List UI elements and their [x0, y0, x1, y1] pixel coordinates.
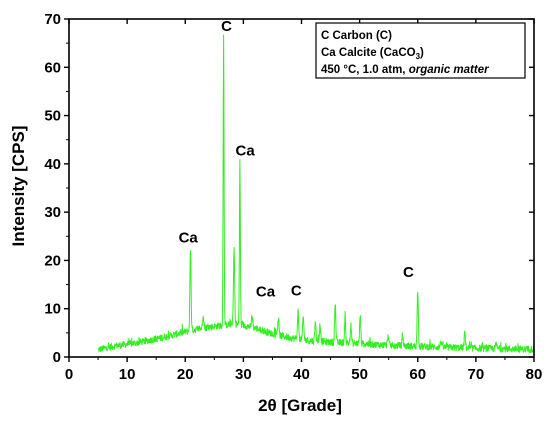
- y-tick-label: 60: [44, 59, 61, 76]
- y-tick-label: 30: [44, 204, 61, 221]
- x-tick-label: 30: [235, 366, 252, 383]
- x-axis-title: 2θ [Grade]: [258, 396, 342, 415]
- y-tick-label: 50: [44, 108, 61, 125]
- axes-layer: 0 10 20 30 40 50 60 70 80 0 10 20 30 40 50 60 70: [44, 11, 542, 383]
- x-tick-label: 70: [468, 366, 485, 383]
- legend-entry-conditions: 450 °C, 1.0 atm, organic matter: [321, 64, 489, 76]
- legend-calcite-subscript: 3: [416, 52, 421, 61]
- y-tick-label: 40: [44, 156, 61, 173]
- legend-conditions-italic: organic matter: [409, 64, 489, 76]
- legend-box: C Carbon (C) Ca Calcite (CaCO3) 450 °C, …: [315, 22, 526, 79]
- peak-label-carbon: C: [291, 283, 302, 300]
- x-tick-label: 40: [293, 366, 310, 383]
- legend-frame: [315, 22, 526, 79]
- x-tick-label: 0: [65, 366, 73, 383]
- legend-conditions-main: 450 °C, 1.0 atm,: [321, 64, 409, 76]
- peak-label-carbon: C: [403, 264, 414, 281]
- peak-label-carbon: C: [221, 18, 232, 35]
- xrd-pattern-line: [97, 34, 535, 354]
- x-tick-label: 10: [119, 366, 136, 383]
- peak-label-calcite: Ca: [256, 284, 276, 301]
- peak-label-calcite: Ca: [236, 143, 256, 160]
- legend-entry-carbon: C Carbon (C): [321, 30, 392, 42]
- y-tick-label: 20: [44, 252, 61, 269]
- x-tick-label: 50: [351, 366, 368, 383]
- x-tick-label: 20: [177, 366, 194, 383]
- legend-entry-calcite: Ca Calcite (CaCO3): [321, 47, 424, 61]
- plot-layer: [97, 34, 535, 354]
- peak-label-calcite: Ca: [179, 230, 199, 247]
- y-tick-label: 70: [44, 11, 61, 28]
- x-tick-label: 60: [409, 366, 426, 383]
- x-tick-label: 80: [526, 366, 543, 383]
- y-tick-label: 0: [53, 349, 61, 366]
- legend-calcite-end: ): [420, 47, 424, 59]
- legend-calcite-main: Ca Calcite (CaCO: [321, 47, 416, 59]
- y-axis-title: Intensity [CPS]: [9, 126, 28, 247]
- labels-layer: C Ca Ca Ca C C: [179, 18, 414, 301]
- y-tick-label: 10: [44, 301, 61, 318]
